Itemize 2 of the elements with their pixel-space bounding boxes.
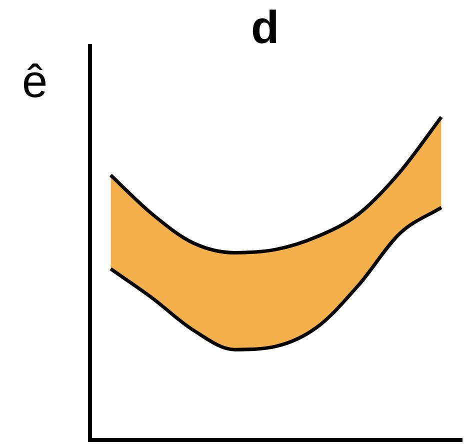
y-axis-title: ê — [22, 55, 48, 107]
chart-title: d — [250, 1, 280, 53]
